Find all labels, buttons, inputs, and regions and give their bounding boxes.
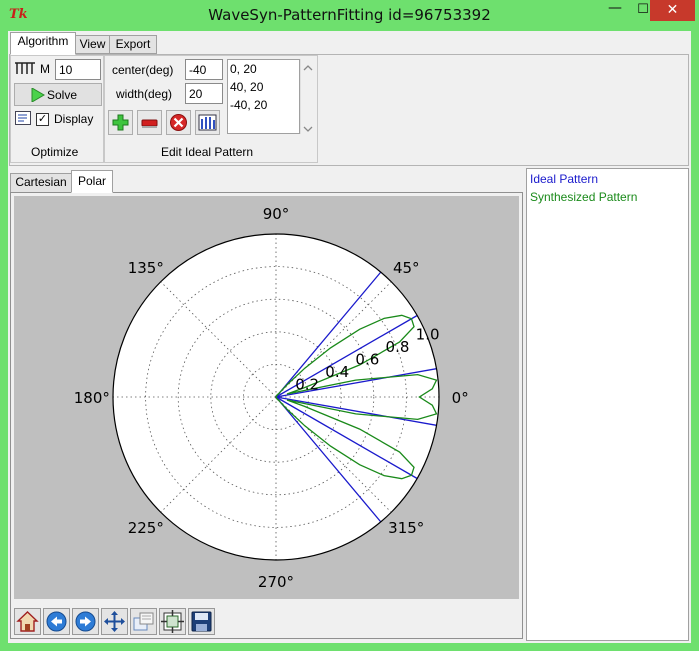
close-button[interactable]: ✕: [650, 0, 695, 21]
tab-cartesian[interactable]: Cartesian: [10, 173, 72, 193]
home-icon: [16, 611, 39, 632]
angle-tick-label: 315°: [388, 519, 424, 537]
pan-icon: [104, 611, 125, 632]
delete-icon: [170, 114, 187, 131]
list-item[interactable]: -40, 20: [230, 98, 268, 112]
list-item[interactable]: 40, 20: [230, 80, 264, 94]
save-button[interactable]: [188, 608, 215, 635]
title-bar[interactable]: Tk WaveSyn-PatternFitting id=96753392 — …: [0, 0, 699, 30]
ideal-pattern-line: [275, 314, 418, 398]
radial-grid-circle: [210, 331, 342, 463]
maximize-button[interactable]: ☐: [637, 2, 649, 17]
list-item[interactable]: 0, 20: [230, 62, 257, 76]
angular-grid-line: [160, 281, 277, 398]
bar-chart-icon: [198, 114, 217, 131]
tab-export[interactable]: Export: [109, 35, 157, 54]
display-checkbox[interactable]: ✓: [36, 113, 49, 126]
client-area: Algorithm View Export M: [8, 31, 691, 643]
ideal-pattern-line: [275, 368, 437, 398]
solve-label: Solve: [47, 88, 78, 102]
minimize-button[interactable]: —: [608, 0, 622, 16]
display-label: Display: [54, 112, 94, 126]
ideal-pattern-line: [275, 396, 418, 480]
polar-plot: 0° 45° 90° 135° 180° 225° 270° 315° 0.2 0.4 0.6 0.8…: [74, 205, 469, 591]
m-input[interactable]: [55, 59, 101, 80]
window-title: WaveSyn-PatternFitting id=96753392: [208, 6, 491, 24]
angle-tick-label: 180°: [74, 389, 110, 407]
ribbon-panel: M Solve ✓ Display: [9, 54, 689, 166]
angle-tick-label: 0°: [452, 389, 469, 407]
play-icon: [31, 87, 45, 105]
remove-button[interactable]: [137, 110, 162, 135]
m-icon: [14, 61, 36, 78]
add-icon: [112, 114, 129, 131]
chevron-up-icon[interactable]: [303, 61, 313, 75]
angle-tick-label: 90°: [263, 205, 290, 223]
angle-tick-label: 225°: [128, 519, 164, 537]
width-label: width(deg): [116, 87, 173, 101]
radial-tick-label: 1.0: [416, 326, 440, 344]
solve-button[interactable]: Solve: [14, 83, 102, 106]
angle-tick-label: 135°: [128, 259, 164, 277]
edit-ideal-pattern-group: center(deg) width(deg) 0, 20 40, 20 -40,…: [104, 55, 318, 163]
configure-icon: [161, 610, 184, 633]
edit-ideal-group-label: Edit Ideal Pattern: [161, 145, 254, 159]
zoom-rect-button[interactable]: [130, 608, 157, 635]
home-button[interactable]: [14, 608, 41, 635]
angle-tick-label: 270°: [258, 573, 294, 591]
radial-tick-label: 0.6: [355, 351, 379, 369]
display-icon: [15, 111, 31, 128]
back-icon: [46, 611, 67, 632]
ideal-pattern-line: [275, 396, 437, 426]
configure-button[interactable]: [159, 608, 186, 635]
radial-tick-label: 0.8: [386, 338, 410, 356]
center-input[interactable]: [185, 59, 223, 80]
back-button[interactable]: [43, 608, 70, 635]
optimize-group: M Solve ✓ Display: [10, 55, 104, 163]
zoom-icon: [133, 612, 154, 631]
radial-tick-label: 0.4: [325, 363, 349, 381]
list-scrollbar[interactable]: [300, 59, 314, 134]
legend-panel: Ideal Pattern Synthesized Pattern: [526, 168, 689, 641]
angle-tick-label: 45°: [393, 259, 420, 277]
figure-frame: 0° 45° 90° 135° 180° 225° 270° 315° 0.2 0.4 0.6 0.8…: [10, 192, 523, 639]
legend-ideal-pattern[interactable]: Ideal Pattern: [530, 172, 599, 186]
m-label: M: [40, 62, 50, 76]
forward-button[interactable]: [72, 608, 99, 635]
tab-view[interactable]: View: [75, 35, 110, 54]
save-icon: [191, 611, 212, 632]
width-input[interactable]: [185, 83, 223, 104]
add-button[interactable]: [108, 110, 133, 135]
synthesized-pattern-line: [275, 314, 438, 480]
radial-grid-circle: [177, 298, 375, 496]
forward-icon: [75, 611, 96, 632]
legend-synthesized-pattern[interactable]: Synthesized Pattern: [530, 190, 638, 204]
polar-axes-frame: [112, 233, 440, 561]
tab-algorithm[interactable]: Algorithm: [10, 32, 76, 55]
tab-polar[interactable]: Polar: [71, 170, 113, 193]
center-label: center(deg): [112, 63, 174, 77]
chevron-down-icon[interactable]: [303, 122, 313, 136]
pan-button[interactable]: [101, 608, 128, 635]
radial-grid-circle: [145, 266, 407, 528]
ideal-pattern-line: [275, 396, 382, 523]
radial-tick-label: 0.2: [295, 376, 319, 394]
plot-ideal-button[interactable]: [195, 110, 220, 135]
ideal-pattern-list[interactable]: 0, 20 40, 20 -40, 20: [227, 59, 300, 134]
angular-grid-line: [160, 396, 277, 513]
tk-icon: Tk: [9, 7, 28, 22]
minus-icon: [141, 119, 158, 128]
ideal-pattern-line: [275, 271, 382, 398]
figure-canvas[interactable]: 0° 45° 90° 135° 180° 225° 270° 315° 0.2 0.4 0.6 0.8…: [14, 196, 519, 599]
optimize-group-label: Optimize: [31, 145, 79, 159]
clear-button[interactable]: [166, 110, 191, 135]
